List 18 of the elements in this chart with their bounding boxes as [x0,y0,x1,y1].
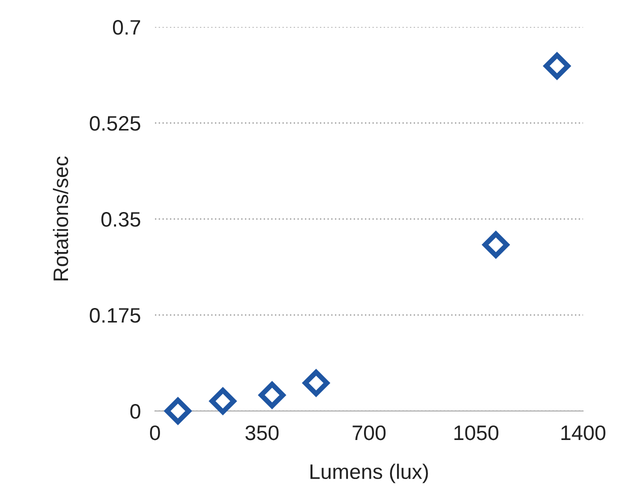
point [210,388,236,414]
x-tick-label: 700 [352,425,386,440]
y-tick-label: 0 [130,404,140,419]
x-tick-label: 0 [150,425,160,440]
point [482,232,510,258]
y-axis-title: Rotations/sec [52,156,68,280]
x-tick-label: 1400 [561,425,606,440]
point [544,52,570,80]
point [302,370,330,396]
y-tick-label: 0.35 [101,212,140,227]
x-tick-label: 350 [245,425,279,440]
point [164,398,192,424]
y-tick-label: 0.7 [112,20,140,35]
y-tick-label: 0.175 [90,308,140,323]
x-tick-label: 1050 [454,425,498,440]
point [258,382,286,408]
x-axis-title: Lumens (lux) [310,464,428,484]
y-tick-label: 0.525 [90,116,140,131]
